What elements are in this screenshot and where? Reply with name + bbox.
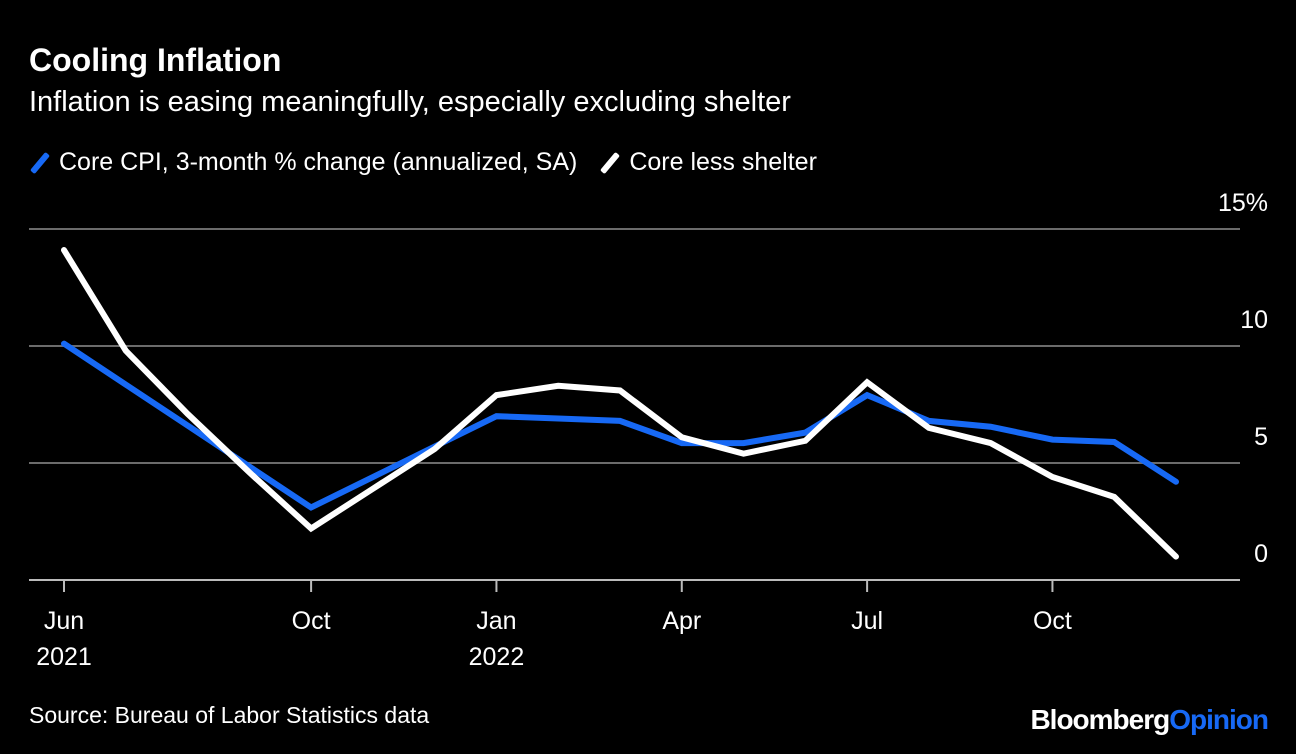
series-core-cpi-line [61,340,1179,511]
legend-label: Core less shelter [629,148,817,176]
y-tick-label: 0 [1254,540,1268,568]
x-tick-year: 2022 [469,643,525,671]
x-tick-label: Jun [44,607,84,635]
chart-title: Cooling Inflation [29,42,282,78]
legend-label: Core CPI, 3-month % change (annualized, … [59,148,578,176]
source-note: Source: Bureau of Labor Statistics data [29,702,430,728]
legend-item-core-cpi: Core CPI, 3-month % change (annualized, … [29,148,577,177]
legend: Core CPI, 3-month % change (annualized, … [29,148,839,177]
y-tick-label: 10 [1240,306,1268,334]
x-tick-label: Apr [662,607,701,635]
x-tick-label: Oct [292,607,331,635]
bloomberg-opinion-logo: BloombergOpinion [1030,704,1269,735]
x-tick-label: Oct [1033,607,1072,635]
y-tick-label: 15% [1218,189,1268,217]
y-tick-label: 5 [1254,423,1268,451]
legend-item-core-less-shelter: Core less shelter [599,148,817,177]
x-tick-label: Jul [851,607,883,635]
x-tick-year: 2021 [36,643,92,671]
series-core-less-shelter-line [61,247,1179,560]
chart-subtitle: Inflation is easing meaningfully, especi… [29,86,791,118]
x-tick-label: Jan [476,607,516,635]
